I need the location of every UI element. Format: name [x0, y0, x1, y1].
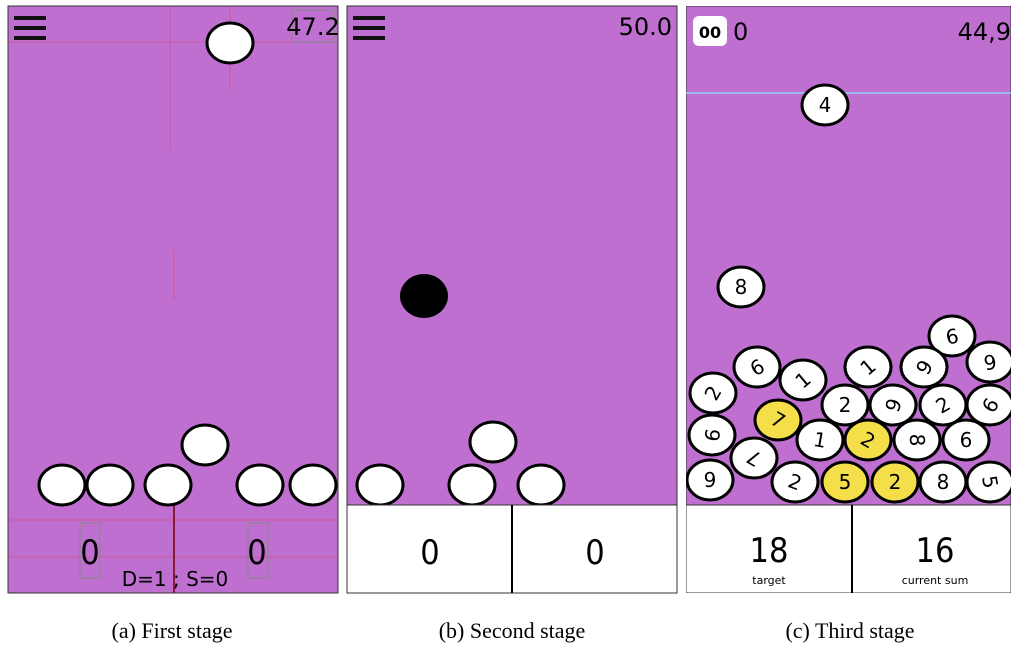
- caption: (b) Second stage: [439, 618, 586, 643]
- counter: 0: [247, 533, 266, 573]
- ball-label: 5: [839, 470, 852, 494]
- target-label: target: [752, 574, 786, 587]
- score: 44,9: [958, 18, 1011, 46]
- target: 18: [750, 531, 789, 571]
- ball-label: 9: [704, 468, 717, 492]
- count: 0: [733, 18, 748, 46]
- current-sum: 16: [916, 531, 955, 571]
- ball-label: 8: [735, 275, 748, 299]
- counter: 0: [585, 533, 604, 573]
- pause-icon: 00: [699, 23, 721, 42]
- page: 47.2 0 0 D=1 ; S=0 50.0 0 0 00 0 44,9 48…: [0, 0, 1011, 646]
- ball-label: 2: [839, 393, 852, 417]
- ball-label: 4: [819, 93, 832, 117]
- status: D=1 ; S=0: [122, 567, 229, 591]
- counter: 0: [80, 533, 99, 573]
- panel-b: 50.0 0 0: [347, 6, 677, 593]
- caption: (c) Third stage: [785, 618, 914, 643]
- ball-label: 8: [905, 434, 929, 447]
- ball-label: 6: [960, 428, 973, 452]
- score: 47.2: [286, 13, 339, 41]
- active-ball: [400, 274, 448, 318]
- figure: 47.2 0 0 D=1 ; S=0 50.0 0 0 00 0 44,9 48…: [0, 0, 1011, 646]
- ball-label: 2: [889, 470, 902, 494]
- menu-icon[interactable]: [353, 16, 385, 40]
- menu-icon[interactable]: [14, 16, 46, 40]
- caption: (a) First stage: [112, 618, 233, 643]
- score: 50.0: [619, 13, 672, 41]
- current-sum-label: current sum: [902, 574, 969, 587]
- panel-a: 47.2 0 0 D=1 ; S=0: [8, 6, 340, 593]
- counter: 0: [420, 533, 439, 573]
- ball-label: 8: [937, 470, 950, 494]
